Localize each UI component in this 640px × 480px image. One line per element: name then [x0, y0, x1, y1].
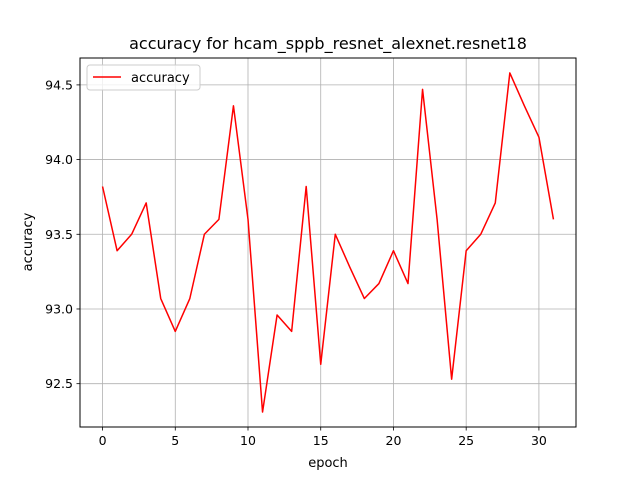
data-point [465, 250, 467, 252]
x-tick-label: 5 [171, 433, 179, 448]
x-tick-label: 10 [240, 433, 256, 448]
data-point [407, 283, 409, 285]
data-point [233, 105, 235, 107]
data-point [160, 298, 162, 300]
x-tick-label: 25 [458, 433, 474, 448]
y-tick-label: 93.5 [45, 227, 73, 242]
series-line-accuracy [101, 72, 555, 413]
legend: accuracy [86, 64, 201, 91]
y-tick-label: 93.0 [45, 301, 73, 316]
chart-title: accuracy for hcam_sppb_resnet_alexnet.re… [129, 34, 527, 54]
data-point [131, 233, 133, 235]
data-point [320, 363, 322, 365]
data-point [305, 186, 307, 188]
data-point [349, 266, 351, 268]
ticks: 0 5 10 15 20 25 30 92.5 93.0 93.5 94.0 94.5 [45, 77, 547, 448]
legend-label-accuracy: accuracy [131, 71, 190, 86]
data-point [378, 283, 380, 285]
y-tick-label: 92.5 [45, 376, 73, 391]
data-point [174, 331, 176, 333]
data-point [189, 298, 191, 300]
data-point [291, 331, 293, 333]
data-point [509, 72, 511, 74]
data-point [436, 219, 438, 221]
x-tick-label: 30 [531, 433, 547, 448]
y-axis-label: accuracy [21, 212, 36, 271]
data-point [422, 89, 424, 91]
series-layer [101, 72, 555, 413]
data-point [145, 202, 147, 204]
data-point [116, 250, 118, 252]
data-point [102, 186, 104, 188]
legend-box [86, 64, 201, 91]
data-point [524, 105, 526, 107]
data-point [204, 233, 206, 235]
data-point [480, 233, 482, 235]
data-point [494, 202, 496, 204]
data-point [247, 219, 249, 221]
data-point [393, 250, 395, 252]
x-tick-label: 0 [99, 433, 107, 448]
x-tick-label: 20 [386, 433, 402, 448]
x-axis-label: epoch [308, 456, 348, 471]
y-tick-label: 94.0 [45, 152, 73, 167]
data-point [553, 219, 555, 221]
x-tick-label: 15 [313, 433, 329, 448]
data-point [364, 298, 366, 300]
data-point [262, 411, 264, 413]
data-point [538, 136, 540, 138]
grid [80, 58, 576, 427]
plot-frame [79, 57, 577, 428]
data-point [451, 378, 453, 380]
data-point [276, 314, 278, 316]
data-point [218, 219, 220, 221]
data-point [334, 233, 336, 235]
y-tick-label: 94.5 [45, 77, 73, 92]
